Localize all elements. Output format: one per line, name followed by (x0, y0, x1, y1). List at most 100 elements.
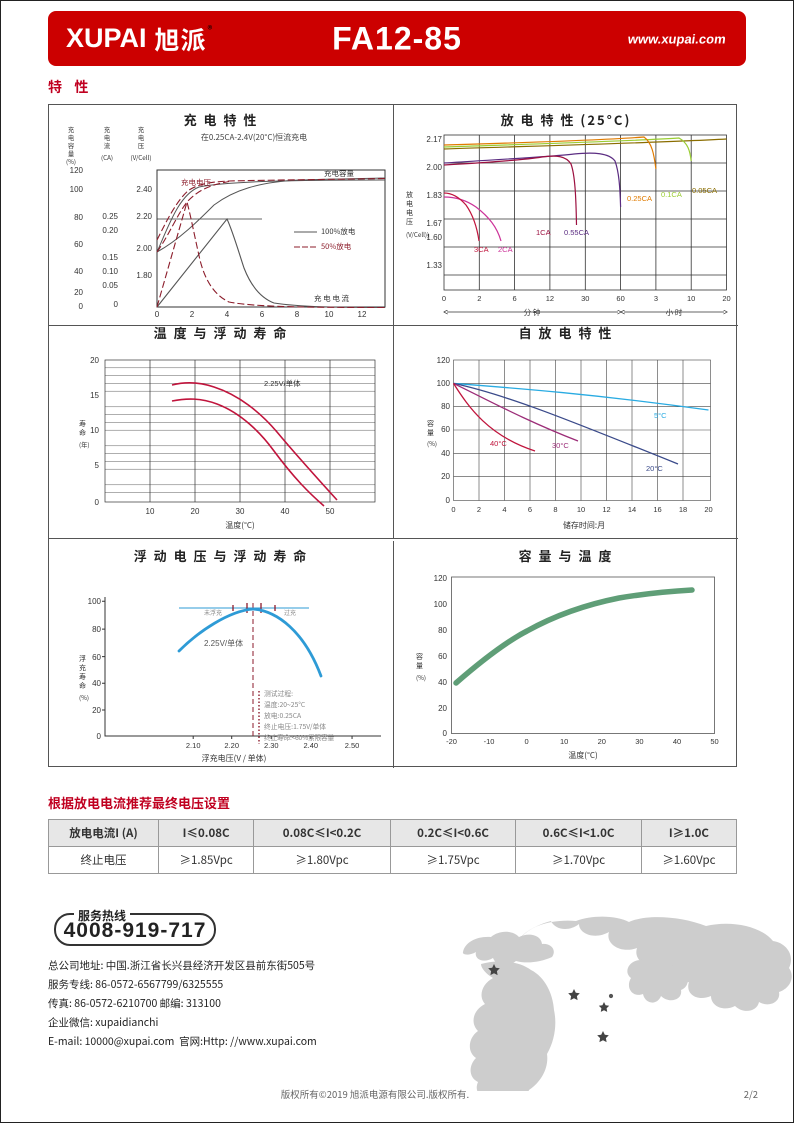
svg-text:(年): (年) (79, 440, 90, 449)
svg-text:3: 3 (653, 294, 657, 303)
svg-text:100: 100 (70, 185, 84, 194)
svg-text:10: 10 (146, 507, 155, 516)
svg-text:命: 命 (79, 428, 86, 438)
svg-text:60: 60 (616, 294, 624, 303)
svg-text:30: 30 (581, 294, 589, 303)
svg-text:20: 20 (441, 472, 450, 481)
svg-text:2: 2 (476, 505, 480, 514)
svg-text:充 电 特 性: 充 电 特 性 (184, 110, 259, 129)
svg-text:测试过程:: 测试过程: (264, 688, 293, 698)
svg-text:-20: -20 (446, 737, 457, 746)
svg-text:20: 20 (438, 704, 447, 713)
svg-text:0: 0 (95, 498, 100, 507)
svg-text:终止电压:1.75V/单体: 终止电压:1.75V/单体 (264, 721, 326, 731)
svg-text:120: 120 (70, 166, 84, 175)
svg-text:分 钟: 分 钟 (523, 307, 540, 318)
svg-text:2.50: 2.50 (345, 741, 360, 750)
svg-text:4: 4 (225, 310, 230, 318)
svg-text:终止寿命:<60%累限容量: 终止寿命:<60%累限容量 (264, 732, 334, 742)
svg-text:浮充电压(V / 单体): 浮充电压(V / 单体) (202, 753, 267, 764)
svg-text:10: 10 (687, 294, 695, 303)
svg-text:1.60: 1.60 (426, 233, 442, 242)
svg-text:过充: 过充 (284, 608, 296, 617)
svg-text:0: 0 (155, 310, 160, 318)
svg-text:2.20: 2.20 (224, 741, 239, 750)
svg-text:2.17: 2.17 (426, 135, 442, 144)
svg-text:小 时: 小 时 (665, 307, 682, 318)
svg-text:0.25CA: 0.25CA (627, 194, 652, 203)
svg-text:温度(°C): 温度(°C) (568, 750, 597, 761)
svg-text:10: 10 (560, 737, 568, 746)
svg-text:14: 14 (627, 505, 635, 514)
svg-text:0: 0 (79, 302, 84, 311)
svg-text:8: 8 (295, 310, 300, 318)
svg-text:30: 30 (635, 737, 643, 746)
svg-text:5°C: 5°C (654, 411, 667, 420)
svg-text:12: 12 (602, 505, 610, 514)
svg-text:60: 60 (441, 425, 450, 434)
svg-text:(%): (%) (416, 673, 426, 682)
svg-text:自 放 电 特 性: 自 放 电 特 性 (518, 323, 613, 342)
svg-text:0: 0 (451, 505, 455, 514)
svg-text:100: 100 (88, 597, 102, 606)
svg-text:1.33: 1.33 (426, 261, 442, 270)
svg-text:容 量 与 温 度: 容 量 与 温 度 (518, 546, 613, 565)
svg-text:-10: -10 (483, 737, 494, 746)
svg-text:20: 20 (92, 706, 101, 715)
svg-text:充电容量: 充电容量 (324, 168, 354, 179)
svg-text:5: 5 (95, 461, 100, 470)
svg-text:0: 0 (114, 300, 119, 309)
svg-text:18: 18 (678, 505, 686, 514)
svg-text:16: 16 (653, 505, 661, 514)
svg-text:30°C: 30°C (552, 441, 569, 450)
svg-text:(%): (%) (66, 157, 76, 166)
svg-text:0: 0 (524, 737, 528, 746)
svg-text:40°C: 40°C (490, 439, 507, 448)
svg-text:80: 80 (74, 213, 83, 222)
svg-text:0.05CA: 0.05CA (692, 186, 717, 195)
svg-text:10: 10 (325, 310, 334, 318)
svg-text:1.83: 1.83 (426, 191, 442, 200)
svg-text:6: 6 (527, 505, 531, 514)
svg-text:放电:0.25CA: 放电:0.25CA (264, 710, 302, 720)
svg-text:2.30: 2.30 (264, 741, 279, 750)
svg-text:40: 40 (74, 267, 83, 276)
svg-text:(V/Cell): (V/Cell) (130, 153, 151, 162)
svg-text:3CA: 3CA (474, 245, 489, 254)
svg-text:量: 量 (427, 428, 434, 438)
svg-text:100%放电: 100%放电 (321, 226, 356, 237)
svg-text:在0.25CA-2.4V(20°C)恒流充电: 在0.25CA-2.4V(20°C)恒流充电 (201, 132, 307, 143)
svg-text:50%放电: 50%放电 (321, 241, 352, 252)
svg-text:50: 50 (326, 507, 335, 516)
svg-text:2.10: 2.10 (186, 741, 201, 750)
svg-text:4: 4 (502, 505, 506, 514)
svg-text:0: 0 (441, 294, 445, 303)
svg-text:命: 命 (79, 681, 86, 691)
svg-text:40: 40 (438, 678, 447, 687)
svg-text:100: 100 (433, 600, 447, 609)
svg-text:40: 40 (672, 737, 680, 746)
svg-text:10: 10 (90, 426, 99, 435)
svg-text:放 电 特 性 (25°C): 放 电 特 性 (25°C) (500, 110, 631, 129)
svg-text:0.05: 0.05 (102, 281, 118, 290)
svg-text:2: 2 (190, 310, 195, 318)
svg-text:20: 20 (74, 288, 83, 297)
svg-text:0.1CA: 0.1CA (661, 190, 682, 199)
svg-text:30: 30 (236, 507, 245, 516)
svg-text:20: 20 (597, 737, 605, 746)
svg-text:2: 2 (477, 294, 481, 303)
svg-text:(%): (%) (427, 439, 437, 448)
svg-text:100: 100 (436, 379, 450, 388)
svg-text:1.80: 1.80 (136, 271, 152, 280)
svg-text:120: 120 (436, 356, 450, 365)
svg-text:量: 量 (416, 661, 423, 671)
svg-text:50: 50 (710, 737, 718, 746)
svg-text:0.20: 0.20 (102, 226, 118, 235)
svg-text:40: 40 (281, 507, 290, 516)
svg-text:12: 12 (358, 310, 367, 318)
svg-text:1.67: 1.67 (426, 219, 442, 228)
svg-text:80: 80 (441, 402, 450, 411)
svg-text:2.00: 2.00 (426, 163, 442, 172)
svg-text:压: 压 (406, 217, 413, 227)
svg-text:60: 60 (438, 652, 447, 661)
